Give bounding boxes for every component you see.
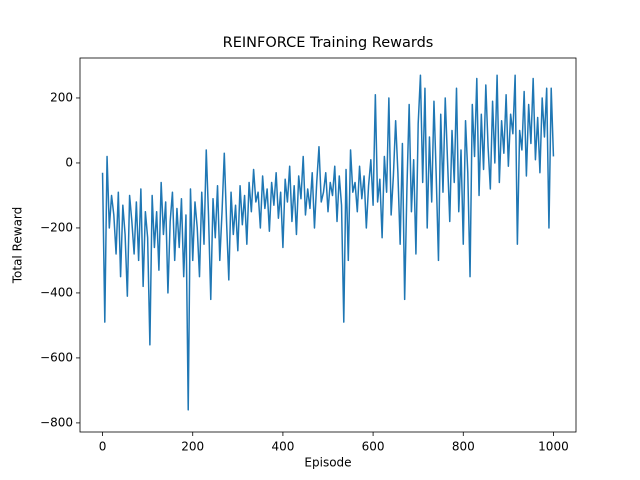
x-tick-label: 1000 xyxy=(538,440,569,454)
y-tick-label: −800 xyxy=(40,415,73,429)
y-tick-label: −600 xyxy=(40,350,73,364)
reward-line xyxy=(101,74,555,411)
y-tick-label: −400 xyxy=(40,285,73,299)
chart-title: REINFORCE Training Rewards xyxy=(223,35,434,51)
x-tick-label: 400 xyxy=(271,440,294,454)
y-tick-label: 200 xyxy=(50,90,73,104)
x-tick-label: 800 xyxy=(452,440,475,454)
y-axis-label: Total Reward xyxy=(11,207,25,285)
y-tick-label: −200 xyxy=(40,220,73,234)
y-tick-label: 0 xyxy=(65,155,73,169)
plot-frame xyxy=(79,57,577,433)
x-tick-label: 600 xyxy=(362,440,385,454)
x-axis-label: Episode xyxy=(304,456,351,470)
x-tick-label: 0 xyxy=(99,440,107,454)
x-tick-label: 200 xyxy=(181,440,204,454)
